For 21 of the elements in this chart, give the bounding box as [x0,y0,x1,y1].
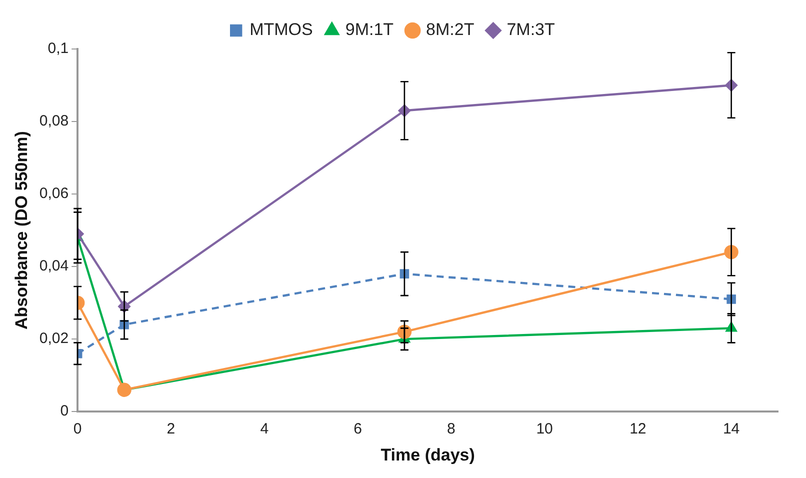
y-axis-title: Absorbance (DO 550nm) [12,131,31,330]
x-tick-label: 12 [630,420,646,438]
y-tick-label: 0,02 [39,330,69,348]
x-tick-label: 8 [446,420,456,438]
y-tick-label: 0,1 [48,40,69,58]
legend-label: 9M:1T [345,20,394,40]
x-axis-title: Time (days) [380,445,475,464]
y-tick-label: 0,06 [39,185,69,202]
x-tick-label: 0 [73,420,82,438]
legend-label: 8M:2T [426,20,474,40]
x-tick-label: 2 [166,420,176,438]
x-tick-label: 10 [536,420,553,438]
point [117,382,132,397]
y-tick-label: 0,08 [39,112,69,130]
legend-label: 7M:3T [506,20,555,40]
x-tick-label: 6 [354,420,362,438]
y-tick-label: 0,04 [39,258,69,275]
x-tick-label: 14 [722,420,740,438]
y-tick-label: 0 [60,402,69,420]
legend-label: MTMOS [250,20,313,40]
x-tick-label: 4 [260,420,269,438]
